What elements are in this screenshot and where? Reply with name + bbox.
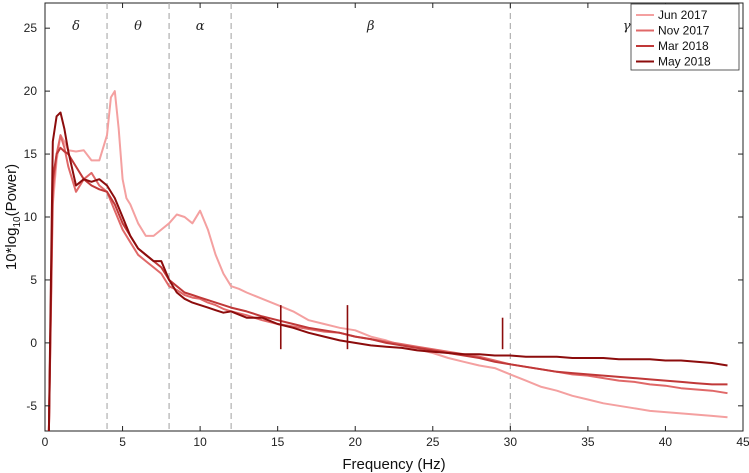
x-tick-label: 40 — [659, 435, 673, 449]
band-label: β — [366, 19, 375, 34]
y-tick-label: 20 — [24, 84, 38, 98]
x-tick-label: 45 — [736, 435, 749, 449]
band-label: δ — [72, 19, 80, 34]
x-tick-label: 35 — [581, 435, 595, 449]
band-label: θ — [134, 19, 142, 34]
legend-label: Jun 2017 — [658, 8, 708, 22]
y-axis-label-tail: (Power) — [3, 164, 20, 217]
x-tick-label: 10 — [193, 435, 207, 449]
x-axis: 0 5 10 15 20 25 30 35 40 45 — [42, 3, 749, 449]
series-line-1 — [47, 90, 728, 431]
series-lines — [47, 90, 728, 431]
x-tick-label: 20 — [349, 435, 363, 449]
y-tick-label: 10 — [24, 210, 38, 224]
x-tick-label: 5 — [119, 435, 126, 449]
x-tick-label: 25 — [426, 435, 440, 449]
y-axis: -5 0 5 10 15 20 25 — [24, 21, 743, 413]
legend-label: Mar 2018 — [658, 39, 709, 53]
y-tick-label: 0 — [30, 336, 37, 350]
legend-label: May 2018 — [658, 55, 711, 69]
band-label: α — [196, 19, 205, 34]
legend-label: Nov 2017 — [658, 24, 710, 38]
band-label: γ — [623, 19, 631, 34]
y-tick-label: -5 — [26, 399, 37, 413]
series-line-4 — [47, 111, 728, 431]
y-tick-label: 5 — [30, 273, 37, 287]
y-tick-label: 15 — [24, 147, 38, 161]
band-boundaries — [106, 3, 511, 431]
y-tick-label: 25 — [24, 21, 38, 35]
x-tick-label: 30 — [504, 435, 518, 449]
series-line-3 — [47, 146, 728, 431]
x-tick-label: 15 — [271, 435, 285, 449]
x-axis-label: Frequency (Hz) — [342, 456, 445, 473]
x-tick-label: 0 — [42, 435, 49, 449]
y-axis-label: 10*log10(Power) — [3, 164, 23, 270]
series-spikes — [279, 305, 504, 350]
y-axis-label-sub: 10 — [12, 216, 23, 228]
y-axis-label-main: 10*log — [3, 228, 20, 271]
